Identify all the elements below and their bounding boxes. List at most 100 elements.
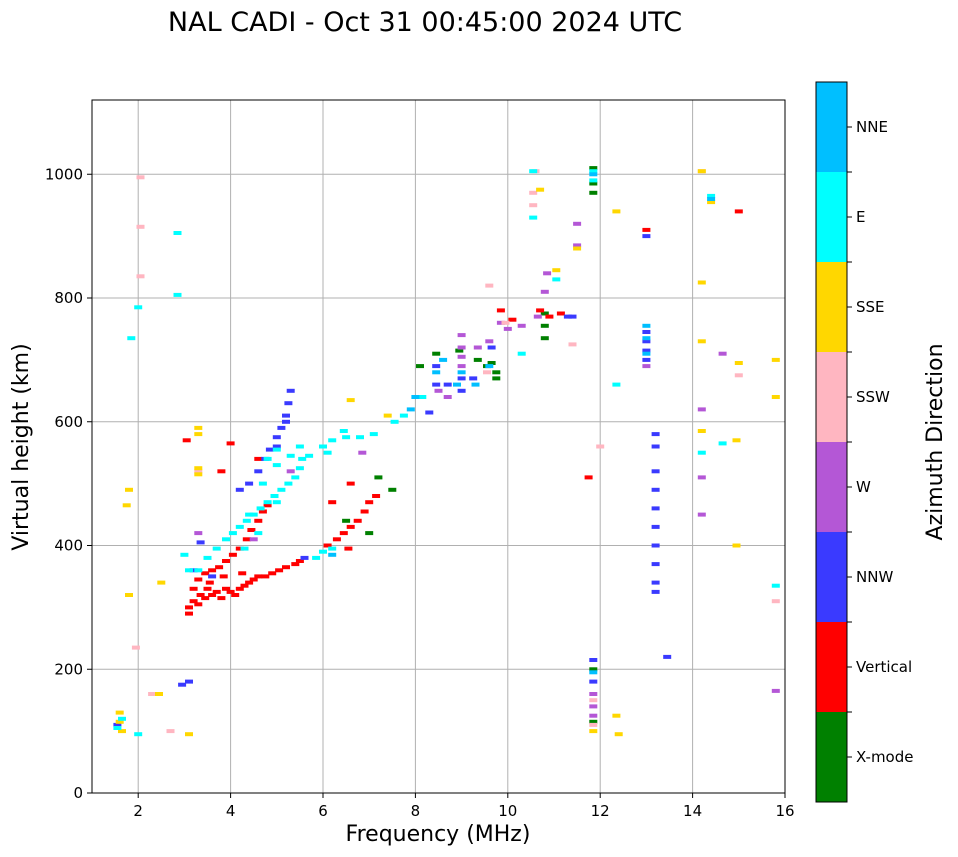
echo-point-e xyxy=(263,456,272,461)
echo-point-nne xyxy=(411,395,420,399)
echo-point-e xyxy=(118,716,126,721)
echo-point-ssw xyxy=(589,698,598,703)
echo-point-vertical xyxy=(642,227,651,232)
echo-point-vertical xyxy=(235,586,244,591)
x-tick-label: 2 xyxy=(133,802,143,820)
echo-point-w xyxy=(697,512,706,517)
echo-point-nnw xyxy=(208,574,217,579)
echo-point-vertical xyxy=(189,599,198,604)
echo-point-nnw xyxy=(178,682,187,687)
echo-point-vertical xyxy=(226,441,235,446)
echo-point-nnw xyxy=(651,580,660,585)
echo-point-vertical xyxy=(254,574,263,579)
plot-background xyxy=(92,100,785,793)
x-tick-label: 16 xyxy=(775,802,794,820)
echo-point-sse xyxy=(194,466,203,471)
echo-point-nnw xyxy=(663,654,672,659)
echo-point-e xyxy=(270,494,279,498)
echo-point-vertical xyxy=(240,583,249,588)
colorbar-category-label: X-mode xyxy=(856,748,913,766)
echo-point-e xyxy=(277,487,286,492)
colorbar-label: Azimuth Direction xyxy=(923,343,948,540)
echo-point-nnw xyxy=(272,435,281,440)
echo-point-e xyxy=(529,215,538,220)
echo-point-nne xyxy=(453,382,461,387)
echo-point-sse xyxy=(194,472,203,477)
echo-point-x-mode xyxy=(342,518,351,523)
echo-point-e xyxy=(356,435,364,440)
echo-point-vertical xyxy=(323,543,332,548)
echo-point-sse xyxy=(697,429,706,433)
echo-point-w xyxy=(286,469,295,474)
echo-point-sse xyxy=(697,169,706,174)
echo-point-w xyxy=(573,221,582,226)
echo-point-w xyxy=(457,333,466,338)
x-tick-label: 4 xyxy=(226,802,236,820)
echo-point-e xyxy=(245,512,254,517)
echo-point-ssw xyxy=(771,599,780,604)
echo-point-vertical xyxy=(228,552,237,557)
colorbar-category-label: NNW xyxy=(856,568,893,586)
echo-point-vertical xyxy=(344,546,353,551)
echo-point-nnw xyxy=(563,314,572,319)
echo-point-vertical xyxy=(247,528,256,532)
echo-point-sse xyxy=(122,503,131,508)
echo-point-vertical xyxy=(346,524,355,529)
echo-point-nnw xyxy=(196,540,205,545)
echo-point-vertical xyxy=(508,317,517,322)
echo-point-e xyxy=(113,726,122,730)
echo-point-x-mode xyxy=(589,181,598,186)
echo-point-e xyxy=(342,435,351,440)
colorbar-category-label: E xyxy=(856,208,865,226)
echo-point-nne xyxy=(589,670,598,675)
echo-point-ssw xyxy=(501,320,510,325)
echo-point-vertical xyxy=(353,518,362,523)
echo-point-ssw xyxy=(589,722,598,727)
echo-point-vertical xyxy=(222,559,230,563)
echo-point-nne xyxy=(406,407,415,412)
colorbar-swatch xyxy=(816,352,847,442)
echo-point-e xyxy=(263,500,272,505)
echo-point-nnw xyxy=(469,376,478,381)
echo-point-vertical xyxy=(275,568,284,573)
echo-point-e xyxy=(312,555,321,560)
echo-point-e xyxy=(323,450,332,455)
echo-point-e xyxy=(339,429,348,433)
echo-point-ssw xyxy=(734,373,743,378)
echo-point-vertical xyxy=(496,308,505,313)
echo-point-x-mode xyxy=(473,357,482,362)
echo-point-nnw xyxy=(651,589,660,594)
echo-point-nnw xyxy=(642,348,651,353)
echo-point-w xyxy=(457,364,466,369)
echo-point-e xyxy=(771,583,780,588)
echo-point-nnw xyxy=(277,425,286,430)
x-tick-label: 8 xyxy=(411,802,421,820)
colorbar-category-label: SSE xyxy=(856,298,885,316)
echo-point-e xyxy=(180,552,189,557)
echo-point-vertical xyxy=(346,481,355,486)
echo-point-nnw xyxy=(235,487,244,492)
colorbar-swatch xyxy=(816,172,847,262)
echo-point-sse xyxy=(732,438,741,443)
colorbar-swatch xyxy=(816,532,847,622)
echo-point-nnw xyxy=(651,562,660,567)
echo-point-nnw xyxy=(651,469,660,474)
echo-point-x-mode xyxy=(487,361,496,365)
colorbar-category-label: Vertical xyxy=(856,658,912,676)
echo-point-sse xyxy=(707,200,716,205)
echo-point-nnw xyxy=(432,382,441,387)
echo-point-x-mode xyxy=(589,166,598,171)
echo-point-e xyxy=(134,305,143,310)
echo-point-sse xyxy=(697,339,706,344)
echo-point-vertical xyxy=(263,503,272,508)
x-axis-ticks: 2 4 6 8 10 12 14 16 xyxy=(133,793,795,820)
echo-point-e xyxy=(173,292,182,297)
echo-point-vertical xyxy=(261,574,270,579)
echo-point-w xyxy=(443,395,452,399)
echo-point-e xyxy=(589,178,598,183)
x-tick-label: 14 xyxy=(683,802,702,820)
echo-point-w xyxy=(485,339,494,344)
echo-point-ssw xyxy=(483,370,491,375)
echo-point-nne xyxy=(589,172,598,177)
echo-point-e xyxy=(612,382,621,387)
